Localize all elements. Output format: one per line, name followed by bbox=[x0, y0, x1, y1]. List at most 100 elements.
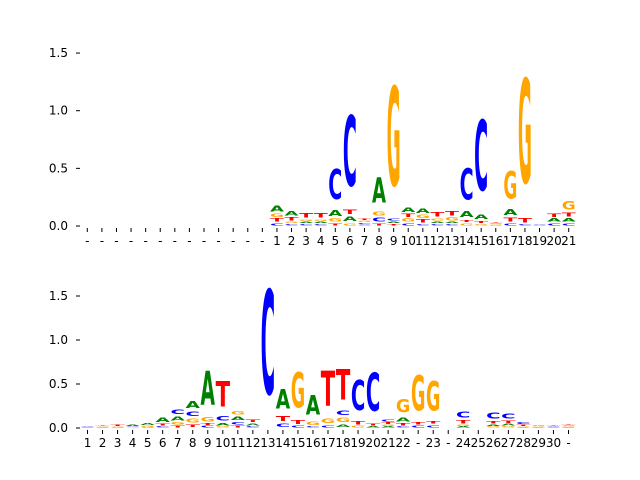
logo-letter-t: T bbox=[321, 361, 336, 418]
logo-letter-a: A bbox=[489, 225, 503, 226]
x-tick-label: 18 bbox=[335, 436, 350, 450]
logo-letter-t: T bbox=[291, 419, 306, 425]
logo-letter-t: T bbox=[486, 420, 501, 424]
logo-letter-c: C bbox=[372, 217, 386, 223]
logo-letter-t: T bbox=[186, 424, 201, 428]
x-tick-label: 20 bbox=[546, 234, 561, 248]
logo-letter-c: C bbox=[396, 426, 410, 428]
logo-letter-t: T bbox=[155, 424, 170, 427]
x-tick-label: 14 bbox=[459, 234, 474, 248]
logo-letter-c: C bbox=[276, 423, 290, 428]
logo-letter-t: T bbox=[547, 214, 561, 219]
logo-letter-t: T bbox=[314, 212, 329, 219]
logo-letter-c: C bbox=[518, 224, 532, 226]
logo-letter-t: T bbox=[474, 220, 488, 223]
logo-letter-t: T bbox=[201, 423, 216, 426]
logo-letter-a: A bbox=[430, 222, 444, 224]
x-tick-label: 6 bbox=[346, 234, 354, 248]
logo-letter-g: G bbox=[270, 213, 284, 217]
logo-letter-g: G bbox=[336, 417, 350, 424]
logo-letter-t: T bbox=[396, 423, 411, 427]
logo-letter-g: G bbox=[357, 220, 371, 222]
logo-letter-a: A bbox=[314, 222, 328, 224]
logo-letter-t: T bbox=[516, 424, 532, 426]
logo-letter-g: G bbox=[201, 416, 215, 423]
logo-letter-a: A bbox=[416, 208, 431, 215]
x-tick-label: 23 bbox=[426, 436, 441, 450]
x-tick-label: - bbox=[114, 234, 118, 248]
x-tick-label: 7 bbox=[361, 234, 369, 248]
logo-letter-t: T bbox=[170, 425, 185, 428]
logo-letter-g: G bbox=[503, 164, 517, 208]
logo-letter-a: A bbox=[460, 210, 474, 219]
logo-letter-c: C bbox=[328, 160, 342, 209]
logo-letter-a: A bbox=[306, 390, 320, 421]
logo-letter-c: C bbox=[501, 412, 515, 420]
x-tick-label: 1 bbox=[84, 436, 92, 450]
logo-letter-a: A bbox=[474, 214, 489, 221]
logo-letter-t: T bbox=[416, 219, 430, 224]
logo-letter-a: A bbox=[561, 427, 577, 428]
logo-letter-t: T bbox=[246, 419, 261, 423]
logo-letter-c: C bbox=[430, 224, 444, 226]
y-tick-label: 1.0 bbox=[49, 333, 68, 347]
y-tick-label: 0.0 bbox=[49, 421, 68, 435]
logo-letter-c: C bbox=[486, 411, 500, 420]
x-tick-label: - bbox=[158, 234, 162, 248]
logo-letter-t: T bbox=[501, 420, 516, 424]
y-tick-label: 0.5 bbox=[49, 161, 68, 175]
logo-letter-g: G bbox=[95, 426, 109, 427]
y-tick-label: 1.0 bbox=[49, 104, 68, 118]
logo-letter-a: A bbox=[270, 205, 284, 214]
logo-letter-t: T bbox=[336, 360, 351, 409]
logo-letter-g: G bbox=[387, 59, 401, 218]
x-tick-label: 21 bbox=[380, 436, 395, 450]
x-tick-label: - bbox=[246, 234, 250, 248]
logo-letter-t: T bbox=[411, 422, 426, 426]
logo-letter-c: C bbox=[474, 101, 488, 213]
logo-letter-g: G bbox=[501, 426, 515, 428]
logo-letter-t: T bbox=[366, 424, 381, 427]
logo-letter-a: A bbox=[155, 417, 170, 424]
logo-letter-g: G bbox=[372, 211, 386, 217]
logo-letter-c: C bbox=[531, 425, 545, 426]
logo-letter-t: T bbox=[546, 425, 562, 426]
x-tick-label: 14 bbox=[275, 436, 290, 450]
logo-letter-t: T bbox=[401, 214, 415, 219]
logo-letter-c: C bbox=[357, 223, 371, 225]
logo-letter-g: G bbox=[489, 224, 503, 225]
logo-letter-g: G bbox=[314, 219, 328, 221]
logo-letter-g: G bbox=[299, 219, 313, 221]
logo-letter-g: G bbox=[430, 218, 444, 221]
logo-letter-a: A bbox=[401, 207, 416, 214]
x-tick-label: 15 bbox=[290, 436, 305, 450]
logo-letter-a: A bbox=[531, 427, 547, 428]
logo-letter-c: C bbox=[321, 425, 335, 428]
x-tick-label: - bbox=[216, 234, 220, 248]
logo-letter-t: T bbox=[328, 223, 342, 226]
logo-letter-c: C bbox=[343, 97, 357, 209]
x-tick-label: 1 bbox=[273, 234, 281, 248]
logo-letter-g: G bbox=[411, 365, 425, 422]
logo-letter-g: G bbox=[561, 426, 575, 427]
logo-letter-g: G bbox=[328, 218, 342, 222]
logo-letter-c: C bbox=[401, 223, 415, 226]
logo-letter-a: A bbox=[95, 427, 111, 428]
logo-letter-a: A bbox=[140, 423, 155, 426]
x-tick-label: 4 bbox=[317, 234, 325, 248]
logo-panel-bottom: 0.00.51.01.51AC2AGT3CGT4GCA5CGA6CTA7TGAC… bbox=[49, 262, 577, 450]
x-tick-label: 28 bbox=[516, 436, 531, 450]
x-tick-label: - bbox=[446, 436, 450, 450]
x-tick-label: 2 bbox=[99, 436, 107, 450]
logo-letter-c: C bbox=[216, 415, 230, 422]
logo-letter-t: T bbox=[95, 425, 111, 426]
logo-letter-c: C bbox=[270, 223, 284, 226]
logo-letter-a: A bbox=[343, 216, 358, 223]
x-tick-label: 27 bbox=[501, 436, 516, 450]
logo-letter-a: A bbox=[372, 171, 386, 211]
logo-letter-a: A bbox=[201, 362, 216, 416]
x-tick-label: 26 bbox=[486, 436, 501, 450]
logo-letter-c: C bbox=[503, 223, 517, 226]
x-tick-label: - bbox=[202, 234, 206, 248]
